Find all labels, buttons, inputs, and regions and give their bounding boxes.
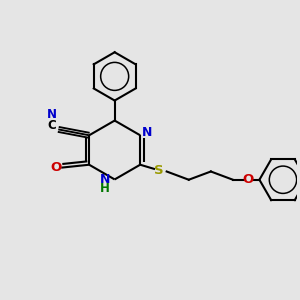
Text: O: O	[50, 161, 62, 174]
Text: S: S	[154, 164, 163, 176]
Text: N: N	[142, 126, 153, 139]
Text: H: H	[100, 182, 110, 195]
Text: O: O	[243, 173, 254, 186]
Text: C: C	[47, 119, 56, 132]
Text: N: N	[47, 108, 57, 121]
Text: N: N	[100, 173, 110, 186]
